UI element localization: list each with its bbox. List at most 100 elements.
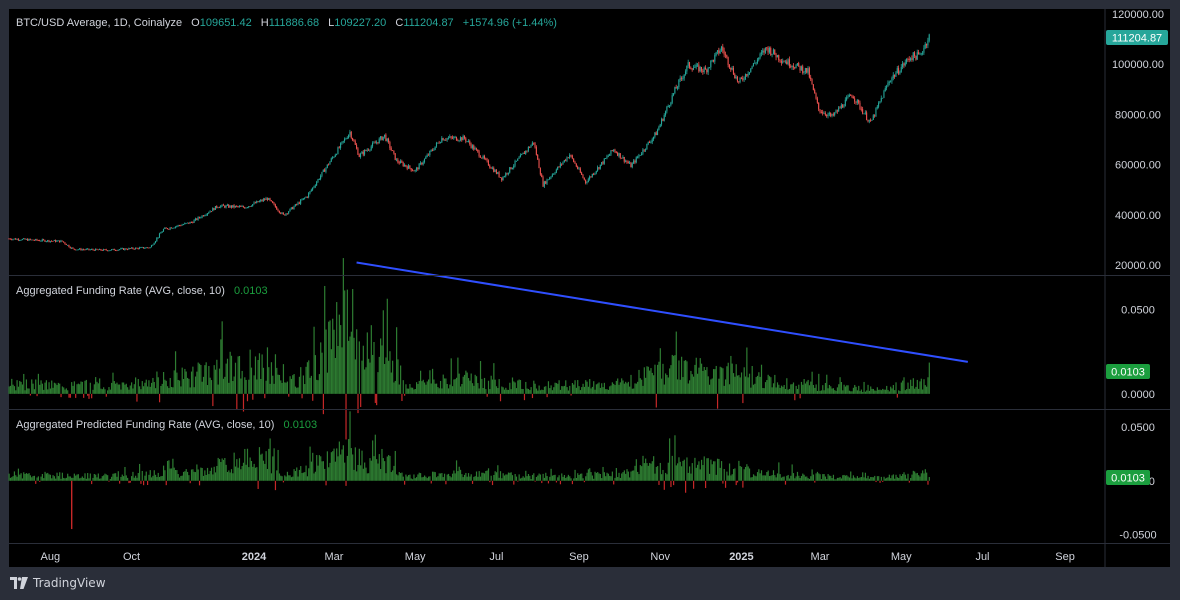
predicted-funding-bar (216, 466, 218, 481)
time-tick-label: May (405, 551, 426, 563)
candle-body (237, 206, 239, 208)
last-price-text: 111204.87 (1112, 33, 1162, 45)
predicted-funding-bar (671, 455, 673, 481)
candle-body (732, 67, 735, 75)
predicted-funding-bar (250, 461, 253, 481)
candle-body (846, 97, 848, 100)
candle-body (422, 162, 424, 165)
predicted-funding-bar (397, 475, 399, 481)
funding-bar (625, 381, 627, 394)
predicted-funding-bar (145, 471, 147, 481)
candle-body (294, 204, 296, 207)
low-label: L (328, 17, 334, 29)
candle-body (214, 206, 216, 210)
funding-bar (107, 390, 109, 394)
predicted-funding-bar (730, 475, 732, 481)
funding-bar (421, 381, 423, 394)
funding-bar (526, 388, 528, 394)
predicted-last-text: 0.0103 (1111, 473, 1145, 485)
axes: Aug Oct 2024 Mar May Jul Sep Nov 2025 Mar May Jul Se… (9, 9, 1170, 567)
funding-trend-line[interactable] (356, 261, 968, 363)
funding-bar (523, 393, 526, 401)
candle-body (595, 170, 597, 173)
funding-bar (752, 384, 755, 394)
candle-body (462, 135, 464, 141)
predicted-funding-bar (254, 467, 257, 481)
candle-body (144, 248, 146, 249)
candle-body (314, 185, 316, 187)
candle-body (605, 158, 607, 159)
funding-bar (816, 390, 819, 394)
candle-body (225, 205, 227, 208)
funding-bar (316, 379, 318, 394)
predicted-funding-bar (495, 472, 498, 481)
predicted-funding-bar (902, 474, 904, 481)
candle-body (788, 59, 790, 67)
funding-bar (682, 377, 684, 394)
predicted-funding-bar (241, 465, 243, 481)
predicted-funding-bar (449, 476, 451, 481)
funding-bar (478, 388, 480, 394)
predicted-funding-bar (653, 456, 655, 481)
candle-body (256, 201, 258, 204)
funding-bar (593, 381, 595, 394)
candle-body (354, 141, 356, 145)
funding-bar (731, 363, 733, 394)
candle-body (141, 247, 143, 248)
candle-body (229, 205, 231, 208)
candle-body (204, 215, 206, 217)
funding-bar (727, 362, 729, 394)
predicted-funding-bar (206, 467, 209, 481)
tradingview-brand[interactable]: TradingView (10, 573, 106, 593)
funding-bar (154, 388, 157, 394)
predicted-funding-bar (707, 458, 709, 481)
candle-body (466, 141, 468, 142)
funding-bar (124, 384, 126, 394)
predicted-funding-bar (321, 461, 323, 481)
candle-body (403, 164, 406, 167)
candle-body (44, 239, 46, 242)
candle-body (393, 150, 395, 154)
candle-body (209, 211, 211, 213)
funding-bar (543, 386, 546, 394)
funding-bar (246, 393, 249, 402)
predicted-funding-bar (505, 474, 507, 481)
predicted-funding-bar (638, 474, 640, 481)
candle-body (85, 248, 87, 250)
candle-body (633, 160, 635, 164)
candle-body (746, 74, 748, 76)
candle-body (740, 77, 742, 79)
chart-panes[interactable] (8, 9, 1170, 567)
candle-body (213, 208, 215, 210)
predicted-funding-bar (236, 459, 238, 481)
price-pane[interactable] (9, 9, 1170, 275)
candle-body (923, 48, 925, 53)
funding-bar (268, 367, 270, 394)
candle-body (736, 76, 738, 82)
candle-body (525, 150, 527, 154)
predicted-funding-bar (750, 477, 752, 481)
predicted-funding-bar (217, 457, 219, 481)
funding-legend: Aggregated Funding Rate (AVG, close, 10)… (16, 285, 268, 297)
funding-bar (132, 388, 134, 394)
candle-body (189, 222, 191, 224)
predicted-funding-bar (422, 476, 424, 481)
candle-body (659, 124, 661, 128)
predicted-funding-bar (626, 469, 628, 481)
candle-body (771, 53, 773, 55)
candle-body (233, 205, 235, 208)
predicted-funding-bar (284, 475, 286, 481)
funding-bar (148, 380, 150, 394)
candle-body (84, 249, 86, 251)
predicted-funding-bar (642, 455, 644, 481)
funding-bar (373, 342, 375, 394)
funding-bar (422, 379, 424, 394)
funding-bar (623, 383, 625, 394)
predicted-funding-bar (662, 469, 664, 481)
funding-bar (419, 370, 422, 394)
candle-body (194, 218, 196, 221)
predicted-funding-bar (617, 477, 619, 481)
funding-bar (710, 379, 712, 394)
candle-body (390, 148, 392, 151)
predicted-funding-bar (393, 465, 395, 481)
